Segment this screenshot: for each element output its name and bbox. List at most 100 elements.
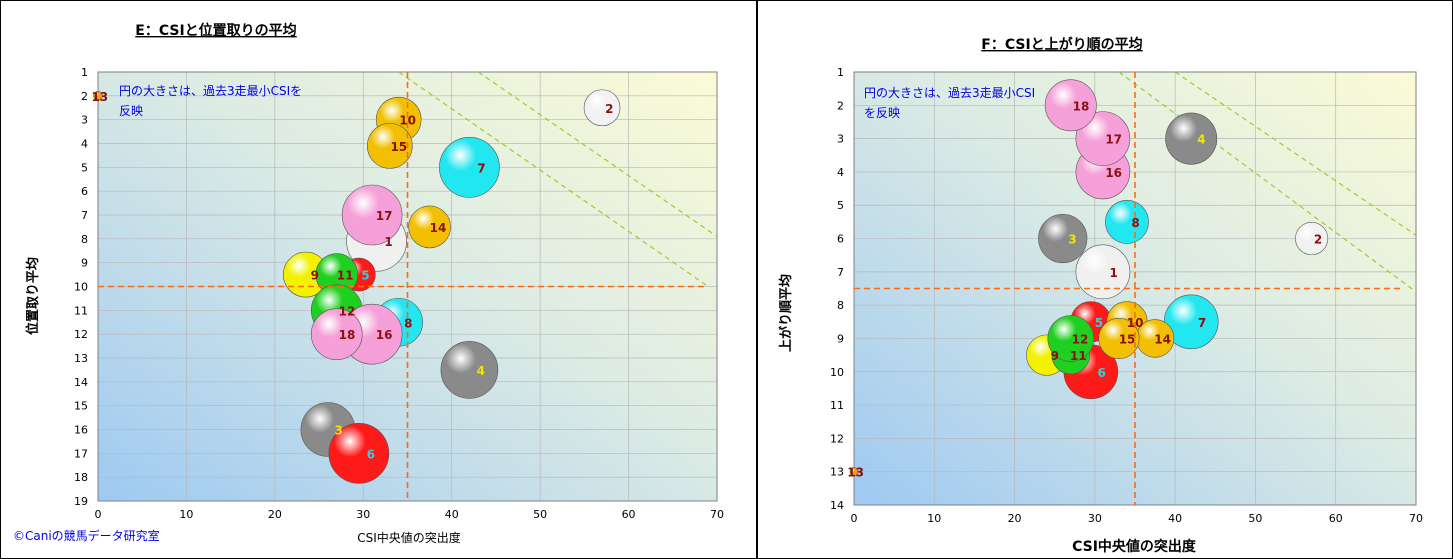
bubble-point <box>1075 111 1131 166</box>
data-label: 6 <box>367 447 375 461</box>
data-label: 12 <box>1072 332 1089 346</box>
y-tick-label: 9 <box>837 332 844 345</box>
annotation-text: 円の大きさは、過去3走最小CSI <box>864 86 1035 100</box>
y-tick-label: 14 <box>74 376 88 389</box>
bubble-point <box>1044 79 1097 132</box>
bubble-point <box>1075 244 1131 300</box>
y-tick-label: 10 <box>74 281 88 294</box>
bubble-point <box>341 184 403 246</box>
x-axis-label: CSI中央値の突出度 <box>1072 538 1197 555</box>
chart-e: E：CSIと位置取りの平均 位置取り平均 CSI中央値の突出度 ©Caniの競馬… <box>13 22 724 545</box>
y-tick-label: 9 <box>81 257 88 270</box>
data-label: 10 <box>1127 316 1144 330</box>
x-tick-label: 60 <box>1329 512 1343 525</box>
data-label: 5 <box>361 269 369 283</box>
copyright-text: ©Caniの競馬データ研究室 <box>13 528 160 543</box>
data-label: 1 <box>1110 266 1118 280</box>
data-label: 4 <box>477 364 485 378</box>
plot-area <box>849 71 1417 506</box>
bubble-point <box>328 423 390 484</box>
y-tick-label: 11 <box>74 304 88 317</box>
data-label: 10 <box>399 114 416 128</box>
y-tick-label: 13 <box>74 352 88 365</box>
data-label: 13 <box>91 90 108 104</box>
x-tick-label: 60 <box>622 508 636 521</box>
bubble-point <box>408 205 451 249</box>
y-tick-label: 14 <box>830 499 844 512</box>
data-label: 14 <box>430 221 447 235</box>
chart-panel-e: E：CSIと位置取りの平均 位置取り平均 CSI中央値の突出度 ©Caniの競馬… <box>0 0 757 559</box>
y-tick-label: 5 <box>81 161 88 174</box>
y-tick-label: 17 <box>74 447 88 460</box>
bubble-point <box>93 91 103 101</box>
bubble-point <box>1047 315 1095 362</box>
y-tick-label: 18 <box>74 471 88 484</box>
trend-line <box>477 71 718 237</box>
y-tick-label: 2 <box>81 90 88 103</box>
x-tick-label: 10 <box>179 508 193 521</box>
y-tick-label: 1 <box>81 66 88 79</box>
y-tick-label: 3 <box>81 114 88 127</box>
x-tick-label: 70 <box>710 508 724 521</box>
bubble-point <box>1295 222 1329 256</box>
plot-area <box>93 71 718 502</box>
data-label: 4 <box>1197 133 1205 147</box>
data-label: 18 <box>339 328 356 342</box>
data-label: 9 <box>1051 349 1059 363</box>
chart-title: F：CSIと上がり順の平均 <box>981 36 1142 53</box>
bubble-point <box>849 467 859 477</box>
y-tick-label: 7 <box>837 266 844 279</box>
data-label: 16 <box>376 328 393 342</box>
y-tick-label: 11 <box>830 399 844 412</box>
x-tick-label: 50 <box>1248 512 1262 525</box>
y-tick-label: 3 <box>837 133 844 146</box>
data-label: 15 <box>1119 332 1136 346</box>
data-label: 3 <box>1068 233 1076 247</box>
bubble-point <box>439 137 500 198</box>
y-tick-label: 7 <box>81 209 88 222</box>
data-label: 14 <box>1154 332 1171 346</box>
x-tick-label: 0 <box>95 508 102 521</box>
x-axis-label: CSI中央値の突出度 <box>357 530 461 545</box>
data-label: 2 <box>1314 233 1322 247</box>
bubble-point <box>1038 213 1088 264</box>
data-label: 12 <box>339 304 356 318</box>
data-label: 9 <box>311 269 319 283</box>
bubble-point <box>1165 112 1218 165</box>
data-label: 2 <box>605 102 613 116</box>
y-tick-label: 5 <box>837 199 844 212</box>
y-tick-label: 4 <box>81 138 88 151</box>
y-tick-label: 12 <box>830 432 844 445</box>
y-tick-label: 10 <box>830 366 844 379</box>
y-tick-label: 12 <box>74 328 88 341</box>
annotation-text: 円の大きさは、過去3走最小CSIを <box>119 84 302 98</box>
y-tick-label: 15 <box>74 400 88 413</box>
y-tick-label: 1 <box>837 66 844 79</box>
y-tick-label: 6 <box>837 233 844 246</box>
data-label: 6 <box>1097 366 1105 380</box>
chart-f: F：CSIと上がり順の平均 上がり順平均 CSI中央値の突出度 12345678… <box>778 36 1423 555</box>
x-tick-label: 70 <box>1409 512 1423 525</box>
bubble-point <box>1105 199 1149 244</box>
data-label: 13 <box>847 466 864 480</box>
y-tick-label: 19 <box>74 495 88 508</box>
annotation-text: 反映 <box>119 104 143 118</box>
y-tick-label: 8 <box>837 299 844 312</box>
x-tick-label: 10 <box>927 512 941 525</box>
y-tick-label: 6 <box>81 185 88 198</box>
bubble-point <box>367 123 413 169</box>
x-tick-label: 40 <box>1168 512 1182 525</box>
y-tick-label: 13 <box>830 466 844 479</box>
x-tick-label: 0 <box>851 512 858 525</box>
data-label: 8 <box>1131 216 1139 230</box>
bubble-point <box>310 308 363 360</box>
data-label: 11 <box>337 269 354 283</box>
data-label: 11 <box>1070 349 1087 363</box>
y-tick-label: 16 <box>74 424 88 437</box>
bubble-point <box>583 89 621 127</box>
x-tick-label: 50 <box>533 508 547 521</box>
data-label: 15 <box>390 140 407 154</box>
annotation-text: を反映 <box>864 106 900 120</box>
trend-line <box>1118 71 1417 293</box>
